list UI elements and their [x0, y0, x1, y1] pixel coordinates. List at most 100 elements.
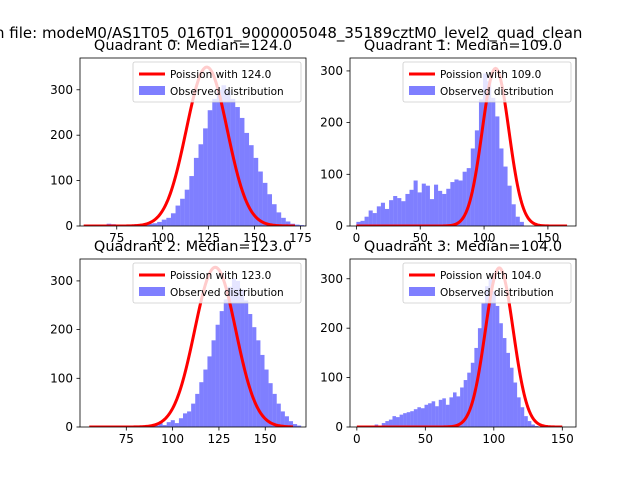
hist-bar — [203, 369, 208, 427]
hist-bar — [161, 219, 167, 226]
hist-bar — [478, 99, 484, 226]
x-tick-label: 75 — [119, 432, 134, 446]
hist-bar — [249, 145, 254, 226]
hist-bar — [520, 407, 525, 427]
hist-bar — [226, 90, 231, 226]
hist-bar — [299, 225, 305, 226]
y-tick-label: 100 — [50, 371, 73, 385]
hist-bar — [483, 73, 488, 226]
hist-bar — [449, 397, 454, 427]
hist-bar — [285, 221, 291, 226]
hist-bar — [503, 166, 508, 226]
hist-bar — [454, 179, 459, 226]
x-tick-label: 125 — [207, 432, 230, 446]
hist-bar — [477, 328, 482, 427]
hist-bar — [193, 157, 199, 226]
hist-bar — [256, 340, 261, 427]
hist-bar — [380, 202, 385, 226]
y-tick-label: 300 — [320, 272, 343, 286]
hist-bar — [248, 314, 253, 427]
y-tick-label: 100 — [320, 167, 343, 181]
hist-bar — [458, 180, 463, 226]
y-tick-label: 200 — [320, 116, 343, 130]
x-tick-label: 100 — [482, 432, 505, 446]
y-tick-label: 300 — [320, 64, 343, 78]
hist-bar — [495, 116, 500, 226]
legend: Poission with 104.0 Observed distribution — [402, 262, 572, 304]
hist-bar — [495, 305, 500, 427]
hist-bar — [438, 190, 443, 226]
figure-suptitle: n file: modeM0/AS1T05_016T01_9000005048_… — [0, 24, 582, 43]
hist-bar — [219, 311, 224, 427]
hist-bar — [417, 407, 421, 427]
hist-bar — [534, 426, 539, 427]
subplot-grid: 75 100 125 150 175 0 100 200 300 Quadrant 0: Medi… — [50, 38, 577, 446]
y-tick-label: 300 — [50, 274, 73, 288]
hist-bar — [166, 217, 171, 226]
legend-label-poisson: Poission with 104.0 — [440, 270, 541, 282]
legend: Poission with 109.0 Observed distribution — [402, 61, 572, 103]
hist-bar — [227, 286, 232, 427]
y-tick-label: 0 — [65, 219, 73, 233]
hist-bar — [531, 424, 535, 427]
hist-bar — [158, 423, 163, 427]
hist-bar — [216, 89, 222, 226]
hist-bar — [260, 354, 265, 427]
x-tick-label: 150 — [551, 432, 574, 446]
hist-bar — [235, 107, 240, 226]
hist-bar — [272, 393, 277, 427]
x-tick-label: 175 — [289, 231, 312, 245]
hist-bar — [467, 372, 471, 427]
hist-bar — [492, 291, 496, 427]
hist-bar — [413, 409, 418, 427]
y-tick-label: 100 — [50, 174, 73, 188]
y-tick-label: 200 — [320, 321, 343, 335]
legend-label-observed: Observed distribution — [170, 86, 284, 98]
y-tick-label: 0 — [335, 420, 343, 434]
hist-bar — [456, 396, 461, 427]
legend: Poission with 124.0 Observed distribution — [132, 61, 302, 103]
hist-bar — [207, 356, 212, 427]
hist-bar — [252, 327, 257, 427]
x-tick-label: 150 — [243, 231, 266, 245]
hist-bar — [413, 180, 418, 226]
x-tick-label: 100 — [151, 231, 174, 245]
hist-bar — [445, 404, 450, 427]
hist-bar — [499, 323, 503, 427]
x-tick-label: 150 — [254, 432, 277, 446]
hist-bar — [162, 425, 167, 427]
hist-bar — [212, 98, 217, 226]
hist-bar — [507, 185, 512, 226]
subplot-quadrant-3: 0 50 100 150 0 100 200 300 Quadrant 3: Median=10… — [320, 239, 577, 446]
hist-bar — [417, 192, 422, 226]
hist-bar — [170, 420, 175, 427]
hist-bar — [428, 403, 432, 427]
legend: Poission with 123.0 Observed distribution — [132, 262, 302, 304]
hist-bar — [435, 406, 439, 427]
hist-bar — [203, 128, 208, 226]
hist-bar — [409, 189, 414, 226]
x-tick-label: 125 — [197, 231, 220, 245]
hist-bar — [410, 411, 414, 427]
x-tick-label: 50 — [418, 432, 433, 446]
hist-bar — [527, 421, 532, 427]
x-tick-label: 50 — [413, 231, 428, 245]
hist-bar — [513, 382, 518, 427]
x-tick-label: 100 — [161, 432, 184, 446]
hist-bar — [509, 367, 514, 427]
hist-bar — [178, 418, 183, 427]
y-tick-label: 0 — [65, 420, 73, 434]
hist-bar — [284, 416, 289, 427]
hist-bar — [293, 424, 298, 427]
hist-bar — [258, 171, 263, 226]
y-tick-label: 300 — [50, 83, 73, 97]
legend-label-poisson: Poission with 123.0 — [170, 270, 271, 282]
plot-area — [356, 266, 563, 427]
hist-bar — [182, 413, 188, 427]
hist-bar — [491, 97, 496, 226]
legend-frame — [402, 61, 572, 103]
hist-bar — [397, 198, 402, 226]
hist-bar — [460, 387, 464, 427]
hist-bar — [267, 194, 273, 226]
